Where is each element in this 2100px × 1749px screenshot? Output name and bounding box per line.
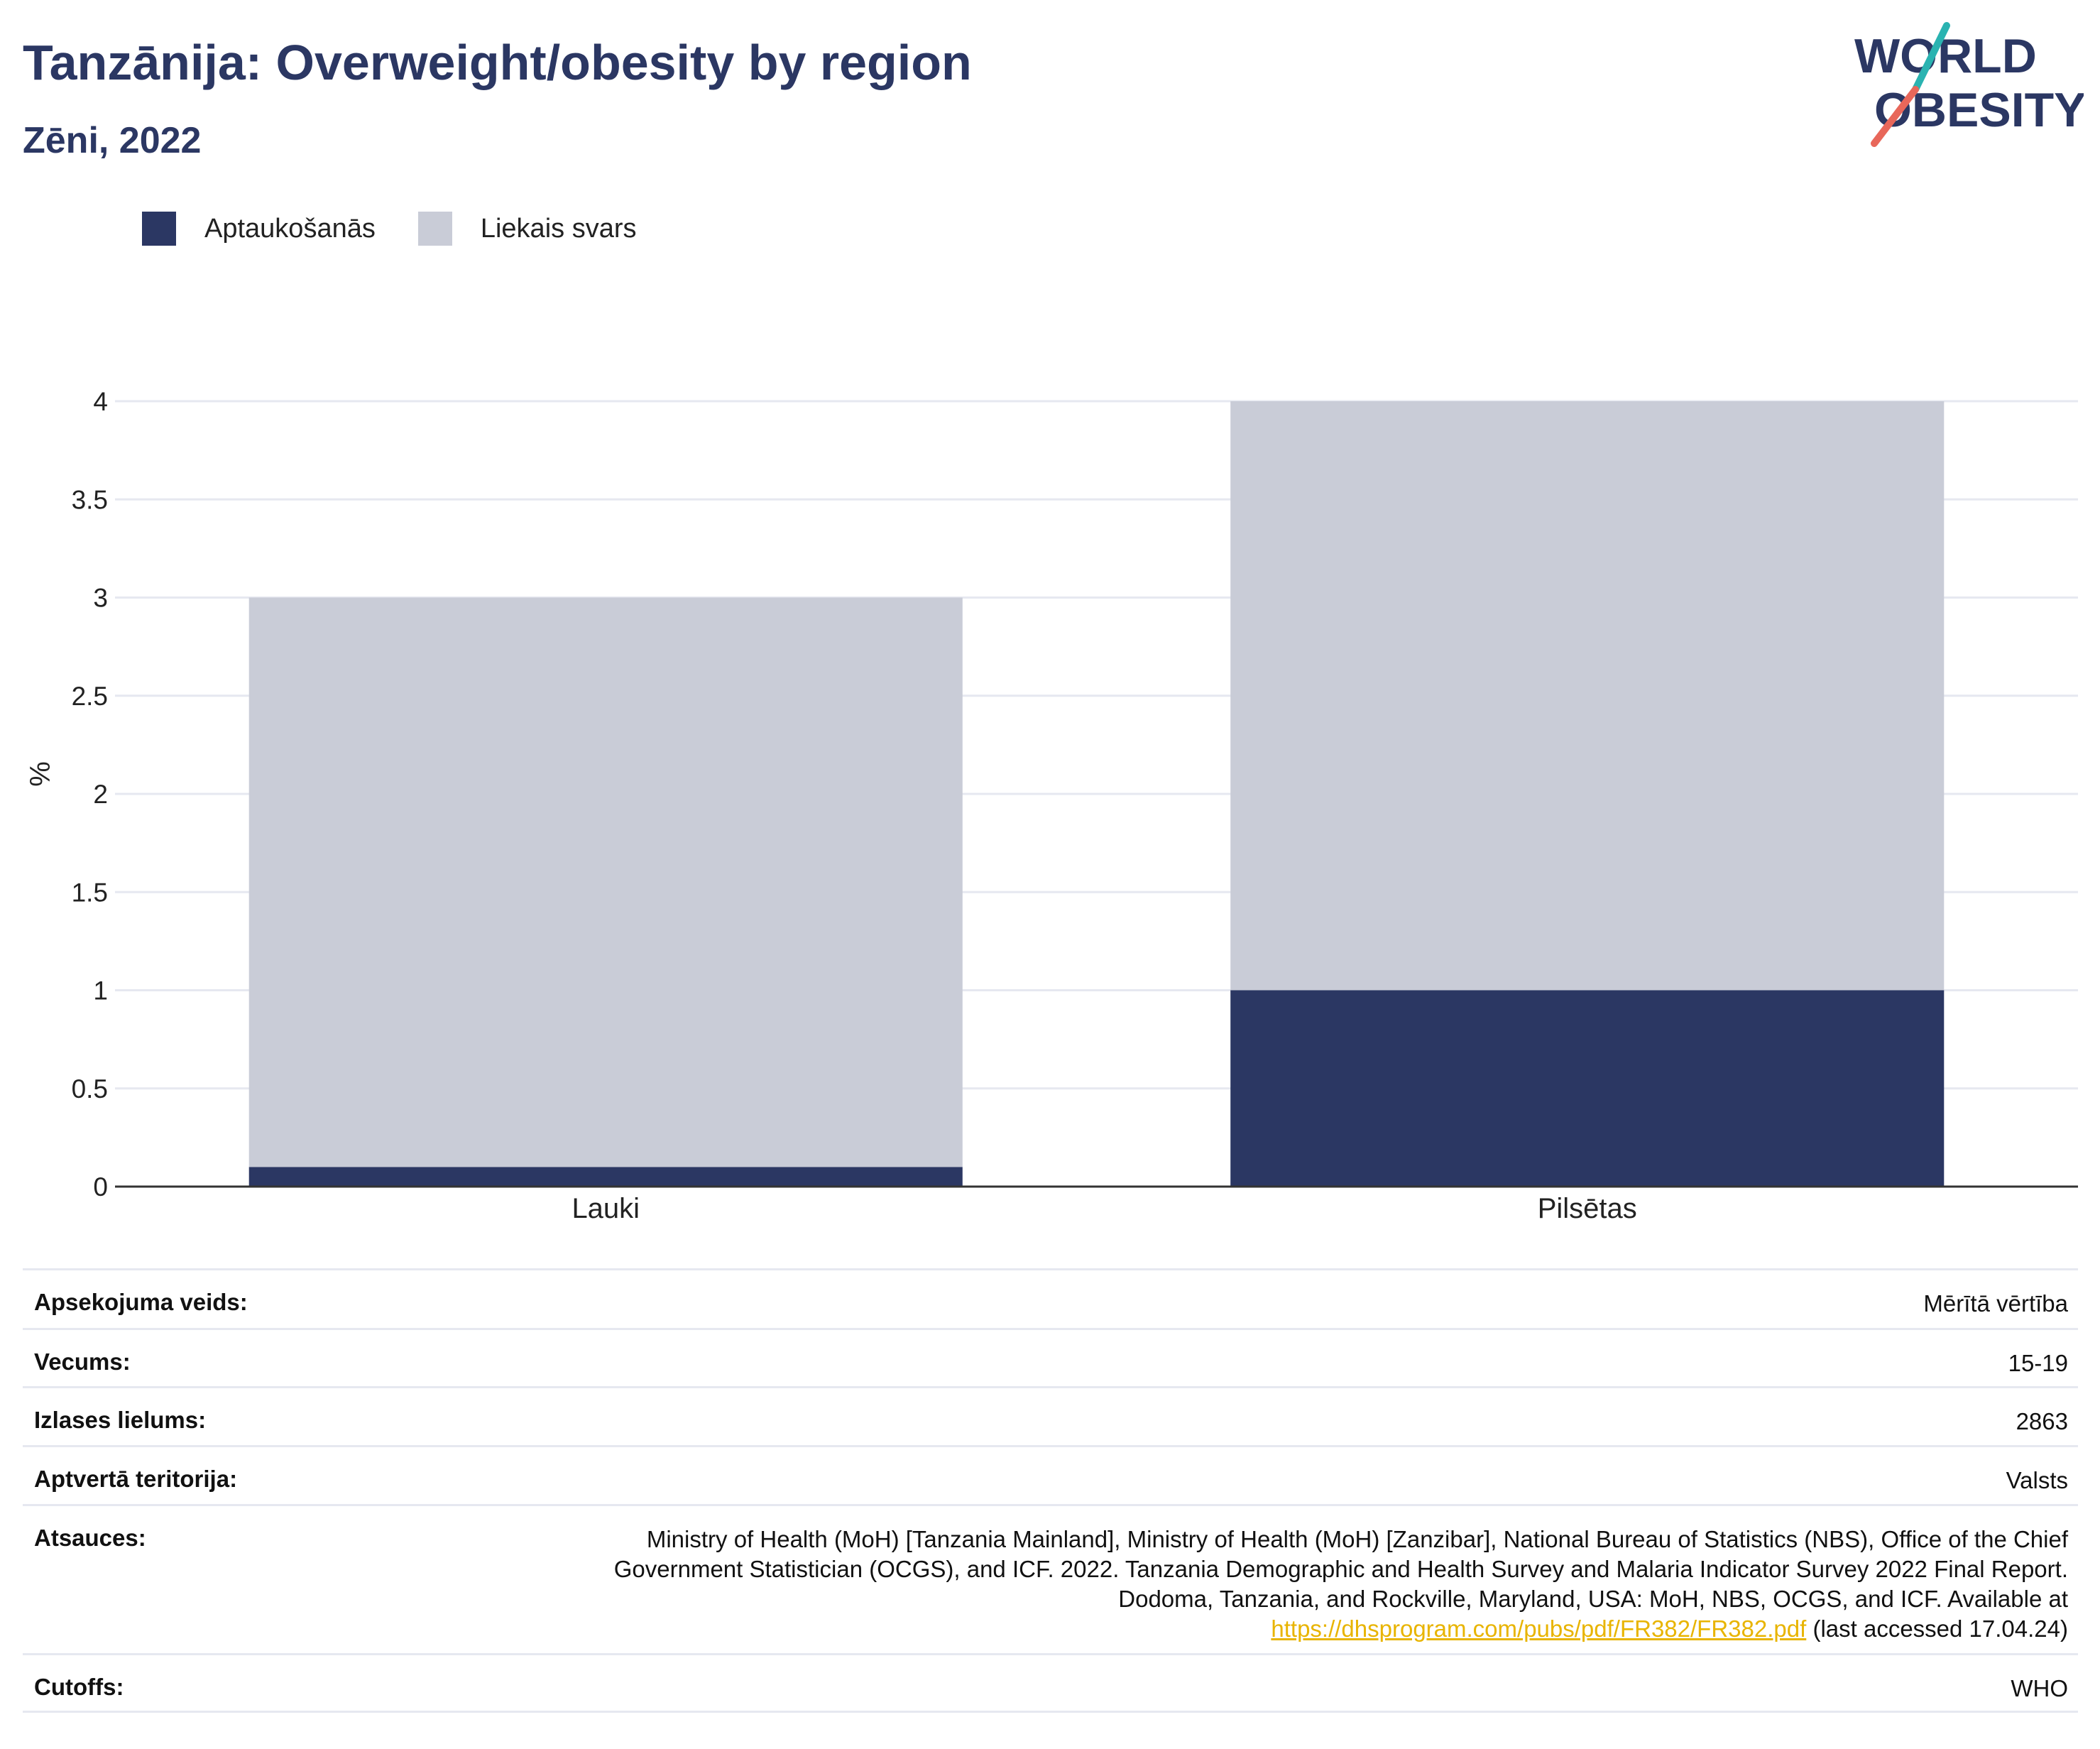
chart-title: Tanzānija: Overweight/obesity by region	[23, 35, 972, 90]
info-table: Apsekojuma veids: Mērītā vērtība Vecums:…	[23, 1268, 2078, 1713]
logo-text-world: WORLD	[1854, 29, 2037, 83]
y-tick-label: 2	[93, 780, 108, 809]
y-tick-label: 4	[93, 387, 108, 416]
references-suffix: (last accessed 17.04.24)	[1812, 1615, 2068, 1642]
info-value: 15-19	[2008, 1350, 2068, 1376]
info-label: Izlases lielums:	[34, 1407, 207, 1433]
legend-item-overweight[interactable]: Liekais svars	[417, 212, 637, 246]
chart-subtitle: Zēni, 2022	[23, 120, 202, 161]
info-row-references: Atsauces: Ministry of Health (MoH) [Tanz…	[23, 1504, 2078, 1653]
bar-obesity-1[interactable]	[1230, 990, 1945, 1187]
info-label: Atsauces:	[34, 1525, 146, 1551]
logo-slash-bottom	[1871, 86, 1919, 147]
info-row-survey-type: Apsekojuma veids: Mērītā vērtība	[23, 1268, 2078, 1328]
bar-overweight-1[interactable]	[1230, 401, 1945, 991]
references-text: Ministry of Health (MoH) [Tanzania Mainl…	[606, 1525, 2068, 1644]
legend-label-overweight: Liekais svars	[480, 213, 637, 244]
info-row-age: Vecums: 15-19	[23, 1328, 2078, 1386]
x-tick-label: Pilsētas	[1538, 1193, 1637, 1224]
y-tick-label: 3.5	[72, 485, 108, 514]
info-value: Mērītā vērtība	[1923, 1290, 2068, 1317]
legend-swatch-obesity	[142, 212, 176, 246]
bar-obesity-0[interactable]	[248, 1167, 963, 1187]
chart-legend: Aptaukošanās Liekais svars	[142, 212, 679, 246]
x-axis-ticks: Lauki Pilsētas	[572, 1193, 1636, 1224]
legend-label-obesity: Aptaukošanās	[204, 213, 376, 244]
bar-overweight-0[interactable]	[248, 597, 963, 1167]
info-value: 2863	[2016, 1408, 2068, 1434]
info-row-cutoffs: Cutoffs: WHO	[23, 1653, 2078, 1713]
world-obesity-logo: WORLD OBESITY	[1854, 22, 2084, 147]
x-tick-label: Lauki	[572, 1193, 640, 1224]
legend-item-obesity[interactable]: Aptaukošanās	[142, 212, 376, 246]
bars	[248, 401, 1945, 1187]
info-label: Aptvertā teritorija:	[34, 1466, 238, 1492]
y-axis-label: %	[25, 761, 56, 787]
info-value: WHO	[2011, 1675, 2068, 1701]
references-body: Ministry of Health (MoH) [Tanzania Mainl…	[613, 1526, 2068, 1612]
y-tick-label: 1	[93, 976, 108, 1006]
info-label: Vecums:	[34, 1348, 131, 1375]
y-tick-label: 3	[93, 584, 108, 613]
y-axis-ticks: 0 0.5 1 1.5 2 2.5 3 3.5 4	[72, 387, 108, 1202]
y-tick-label: 0.5	[72, 1074, 108, 1104]
y-tick-label: 2.5	[72, 682, 108, 711]
bar-chart: 0 0.5 1 1.5 2 2.5 3 3.5 4 Lauki Pilsētas %	[25, 387, 2078, 1224]
references-link[interactable]: https://dhsprogram.com/pubs/pdf/FR382/FR…	[1271, 1615, 1807, 1642]
legend-swatch-overweight	[417, 212, 452, 246]
info-value: Valsts	[2006, 1467, 2068, 1493]
info-row-coverage: Aptvertā teritorija: Valsts	[23, 1445, 2078, 1504]
y-tick-label: 0	[93, 1172, 108, 1202]
y-tick-label: 1.5	[72, 878, 108, 907]
info-label: Apsekojuma veids:	[34, 1289, 248, 1315]
info-row-sample-size: Izlases lielums: 2863	[23, 1386, 2078, 1445]
logo-slash-top	[1912, 22, 1950, 93]
info-label: Cutoffs:	[34, 1674, 124, 1700]
